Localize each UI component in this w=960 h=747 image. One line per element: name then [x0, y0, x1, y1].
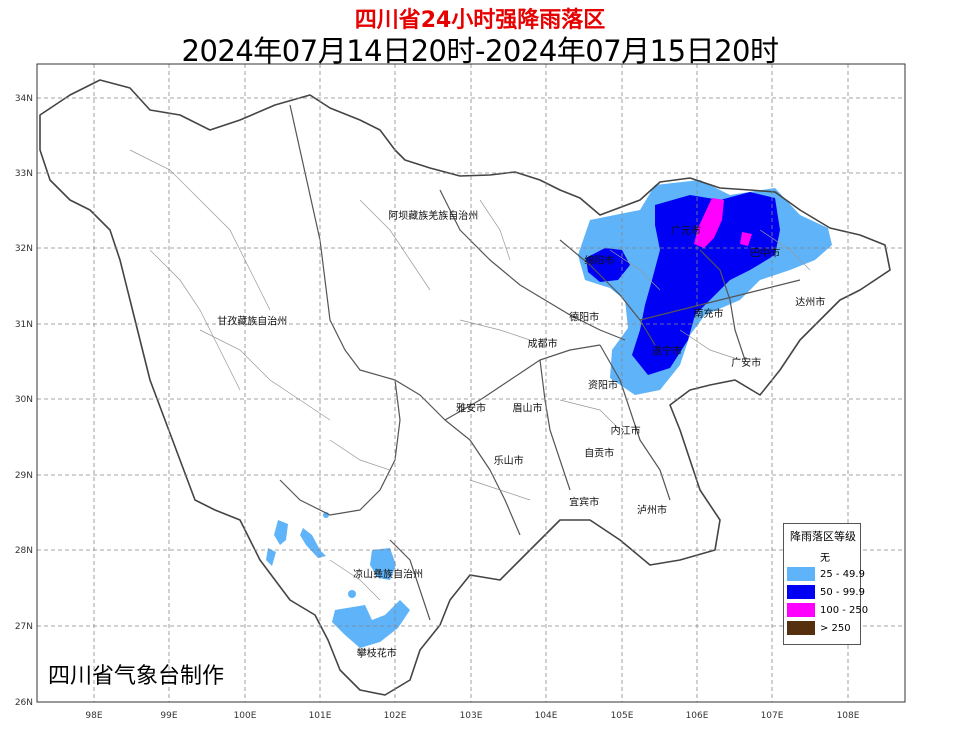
lat-tick-label: 30N [15, 395, 33, 405]
county-boundaries [129, 149, 811, 601]
lon-tick-label: 105E [611, 711, 634, 721]
region-label: 乐山市 [494, 454, 524, 467]
region-label: 泸州市 [637, 503, 667, 516]
lon-tick-label: 106E [686, 711, 709, 721]
lon-tick-label: 101E [309, 711, 332, 721]
lat-tick-label: 26N [15, 698, 33, 708]
rainfall-areas [266, 180, 832, 648]
region-label: 攀枝花市 [357, 647, 397, 660]
legend-item-250: > 250 [784, 619, 860, 637]
legend-swatch [787, 549, 815, 563]
region-label: 眉山市 [513, 401, 543, 414]
lon-tick-label: 107E [761, 711, 784, 721]
lon-tick-label: 103E [460, 711, 483, 721]
region-label: 绵阳市 [584, 254, 614, 267]
legend-swatch [787, 603, 815, 617]
legend-label: 无 [820, 552, 830, 564]
rain-area-south-4 [370, 548, 396, 580]
lat-tick-label: 34N [15, 94, 33, 104]
rain-area-south-1 [274, 520, 288, 545]
longitude-labels: 98E 99E 100E 101E 102E 103E 104E 105E 10… [85, 711, 859, 721]
rain-area-100-250-b [740, 232, 752, 246]
region-label: 雅安市 [456, 401, 486, 414]
region-label: 德阳市 [569, 311, 599, 324]
region-label: 甘孜藏族自治州 [217, 315, 287, 328]
lat-tick-label: 28N [15, 546, 33, 556]
producer-credit: 四川省气象台制作 [48, 664, 225, 689]
lat-tick-label: 29N [15, 471, 33, 481]
legend-item-none: 无 [784, 547, 860, 565]
rain-area-50-99-west [586, 248, 630, 282]
region-label: 遂宁市 [652, 345, 682, 358]
province-boundary [39, 79, 891, 696]
lon-tick-label: 104E [535, 711, 558, 721]
rain-area-south-2 [266, 548, 276, 566]
region-label: 巴中市 [750, 247, 780, 260]
rain-area-south-6 [348, 590, 356, 598]
region-label: 成都市 [528, 337, 558, 350]
region-label: 资阳市 [588, 379, 618, 392]
region-label: 宜宾市 [569, 496, 599, 509]
lon-tick-label: 99E [160, 711, 177, 721]
map-title: 四川省24小时强降雨落区 [354, 8, 606, 33]
lon-tick-label: 98E [85, 711, 102, 721]
region-label: 内江市 [611, 424, 641, 437]
legend-label: > 250 [820, 622, 851, 634]
lat-tick-label: 32N [15, 244, 33, 254]
legend-swatch [787, 621, 815, 635]
region-label: 南充市 [694, 307, 724, 320]
legend-label: 100 - 250 [820, 604, 869, 616]
region-label: 广元市 [671, 224, 701, 237]
lon-tick-label: 100E [234, 711, 257, 721]
legend-label: 50 - 99.9 [820, 586, 865, 598]
legend-item-50: 50 - 99.9 [784, 583, 865, 601]
map-frame [36, 63, 906, 703]
lat-tick-label: 27N [15, 622, 33, 632]
graticule [37, 64, 905, 702]
rain-area-south-5 [332, 600, 410, 648]
legend-swatch [787, 585, 815, 599]
lat-tick-label: 31N [15, 320, 33, 330]
lon-tick-label: 102E [384, 711, 407, 721]
time-range-subtitle: 2024年07月14日20时-2024年07月15日20时 [181, 34, 779, 68]
region-label: 广安市 [731, 356, 761, 369]
legend: 降雨落区等级 无 25 - 49.9 50 - 99.9 100 - 250 >… [783, 523, 868, 645]
region-label: 阿坝藏族羌族自治州 [388, 209, 478, 222]
region-label: 凉山彝族自治州 [353, 567, 423, 580]
legend-item-100: 100 - 250 [784, 601, 868, 619]
region-label: 达州市 [795, 296, 825, 309]
legend-label: 25 - 49.9 [820, 568, 865, 580]
legend-swatch [787, 567, 815, 581]
rain-area-100-250 [694, 198, 724, 248]
lon-tick-label: 108E [837, 711, 860, 721]
legend-title: 降雨落区等级 [790, 530, 856, 543]
legend-item-25: 25 - 49.9 [784, 565, 865, 583]
rain-area-south-3 [300, 528, 326, 558]
latitude-labels: 34N 33N 32N 31N 30N 29N 28N 27N 26N [15, 94, 33, 708]
lat-tick-label: 33N [15, 169, 33, 179]
region-label: 自贡市 [584, 447, 614, 460]
prefecture-boundaries [279, 104, 801, 621]
